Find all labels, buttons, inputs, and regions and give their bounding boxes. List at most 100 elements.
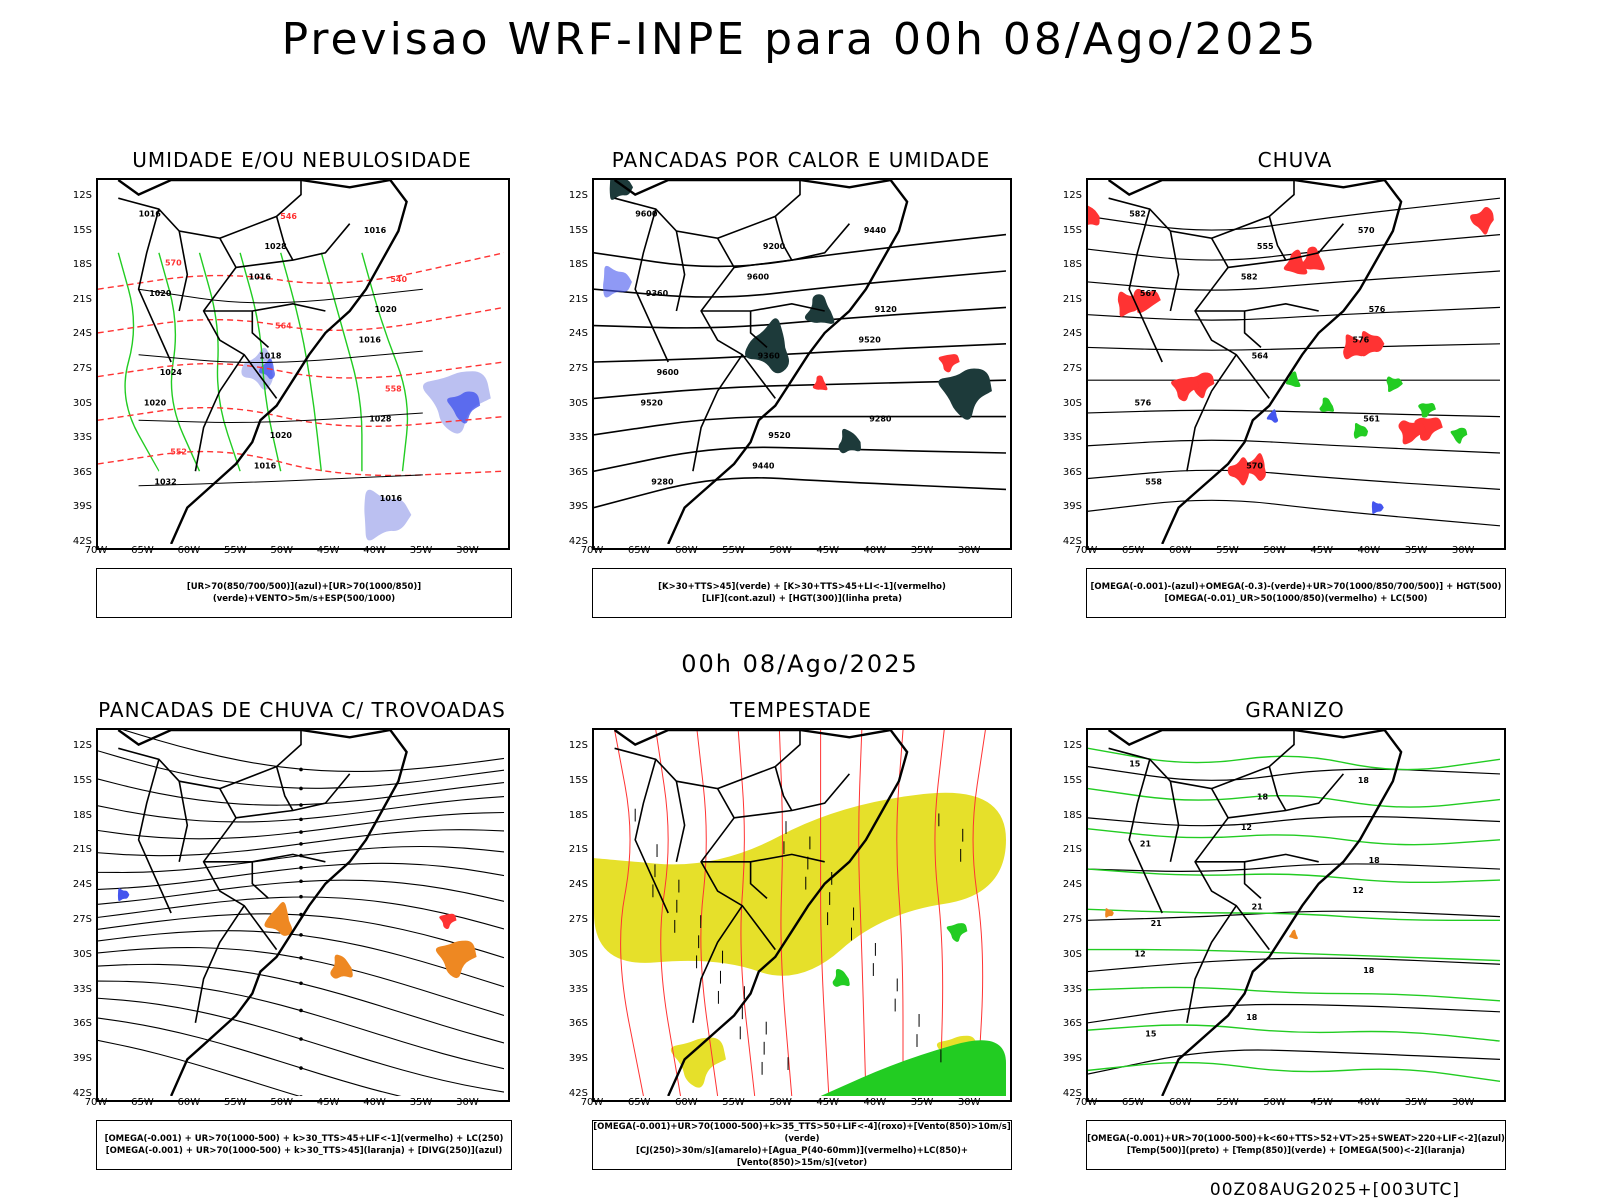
country-border [178, 781, 189, 862]
panel-title-tempestade: TEMPESTADE [730, 698, 872, 722]
latitude-tick-label: 21S [568, 844, 588, 856]
streamline-arrow [299, 1095, 303, 1096]
map-canvas: 9600 9600 9520 9520 9440 9440 9360 9360 9280 9280… [594, 180, 1006, 544]
country-border [1268, 766, 1287, 811]
temp850-contour [1088, 747, 1500, 771]
legend-line: [OMEGA(-0.001) + UR>70(1000-500) + k>30_… [104, 1134, 504, 1144]
streamline-arrow [299, 1066, 303, 1070]
legend-line: [LIF](cont.azul) + [HGT(300)](linha pret… [701, 594, 903, 604]
coastline [613, 180, 909, 544]
contour-label: 540 [390, 275, 407, 284]
country-border [118, 197, 278, 399]
legend-line: [OMEGA(-0.001)+UR>70(1000-500)+k>35_TTS>… [593, 1122, 1011, 1144]
streamline-arrow [299, 803, 303, 807]
country-border [717, 730, 801, 790]
contour-label: 18 [1363, 966, 1375, 975]
temp500-contour [1088, 816, 1500, 827]
streamline-arrow [299, 933, 303, 937]
streamline-arrow [299, 865, 303, 870]
contour-label: 576 [1135, 398, 1152, 407]
country-border [1227, 773, 1345, 819]
contour-label: 1024 [160, 368, 183, 377]
latitude-tick-label: 12S [1062, 190, 1082, 201]
legend-line: [K>30+TTS>45](verde) + [K>30+TTS>45+LI<-… [658, 582, 946, 592]
rain-area [1171, 376, 1200, 402]
contour-label: 9200 [763, 242, 786, 251]
latitude-tick-label: 33S [72, 983, 92, 995]
country-border [692, 354, 743, 472]
longitude-tick-label: 45W [316, 545, 340, 556]
latitude-tick-label: 36S [568, 1018, 588, 1030]
temp850-contour [1088, 1061, 1500, 1083]
streamline-arrow [299, 842, 303, 846]
storm-shower-unstable [439, 913, 457, 929]
rain-area [1361, 331, 1385, 357]
latitude-tick-label: 15S [72, 224, 92, 236]
country-border [1268, 216, 1287, 261]
heat-shower-area [609, 180, 634, 200]
streamline-arrow [299, 956, 303, 960]
latitude-tick-label: 18S [1062, 259, 1082, 271]
country-border [137, 759, 172, 914]
country-border [634, 759, 669, 914]
coastline [613, 730, 909, 1096]
map-pancadas-calor: 9600 9600 9520 9520 9440 9440 9360 9360 9280 9280… [592, 178, 1012, 550]
country-border [194, 354, 245, 472]
legend-granizo: [OMEGA(-0.001)+UR>70(1000-500)+k<60+TTS>… [1086, 1120, 1506, 1170]
country-border [251, 311, 270, 348]
latitude-tick-label: 36S [72, 466, 92, 478]
latitude-tick-label: 27S [1062, 363, 1082, 374]
country-border [275, 216, 294, 261]
contour-label: 582 [1241, 272, 1258, 281]
legend-umidade: [UR>70(850/700/500)](azul)+[UR>70(1000/8… [96, 568, 512, 618]
latitude-tick-label: 24S [1062, 328, 1082, 340]
panel-title-chuva: CHUVA [1257, 148, 1333, 172]
country-border [701, 302, 825, 312]
humidity-contour-low [158, 252, 201, 472]
country-border [137, 208, 172, 363]
country-border [614, 197, 776, 399]
main-title: Previsao WRF-INPE para 00h 08/Ago/2025 [281, 14, 1319, 65]
omega500-area [1105, 908, 1114, 918]
streamline-arrow [299, 894, 303, 899]
latitude-tick-label: 24S [568, 879, 588, 891]
latitude-tick-label: 42S [568, 536, 588, 547]
country-border [203, 853, 326, 863]
longitude-tick-label: 60W [674, 545, 698, 556]
latitude-tick-label: 21S [72, 844, 92, 856]
longitude-tick-label: 60W [177, 545, 201, 556]
heat-shower-area [745, 318, 790, 374]
latitude-tick-label: 18S [568, 259, 588, 271]
map-canvas [594, 730, 1006, 1096]
coastline [117, 730, 408, 1096]
latitude-tick-label: 15S [1062, 224, 1082, 236]
longitude-tick-label: 60W [1168, 1097, 1192, 1108]
coastline [1107, 180, 1403, 544]
longitude-tick-label: 45W [1310, 545, 1334, 556]
country-border [219, 730, 302, 790]
contour-label: 1020 [149, 289, 172, 298]
rain-area [1244, 453, 1266, 481]
country-border [774, 216, 793, 261]
latitude-tick-label: 39S [72, 501, 92, 513]
longitude-tick-label: 35W [1404, 1097, 1428, 1108]
hgt300-contour [594, 415, 1006, 436]
latitude-tick-label: 30S [72, 948, 92, 960]
heat-shower-area [938, 368, 992, 420]
latitude-tick-label: 36S [1062, 466, 1082, 478]
precipitable-water-contour [820, 730, 830, 1096]
temp850-contour [1088, 868, 1500, 884]
thickness-contour [98, 252, 504, 290]
latitude-tick-label: 30S [1062, 948, 1082, 960]
latitude-tick-label: 21S [1062, 844, 1082, 856]
contour-label: 1018 [259, 352, 282, 361]
streamline-arrow [299, 786, 303, 791]
latitude-tick-label: 18S [1062, 809, 1082, 821]
rain-area-strong [1418, 403, 1436, 418]
rain-area-strong [1285, 371, 1301, 388]
temp500-contour [1088, 1049, 1500, 1075]
longitude-tick-label: 50W [1263, 1097, 1286, 1108]
latitude-tick-label: 24S [72, 328, 92, 340]
streamline-arrow [299, 817, 303, 822]
temp850-contour [1088, 1024, 1500, 1042]
